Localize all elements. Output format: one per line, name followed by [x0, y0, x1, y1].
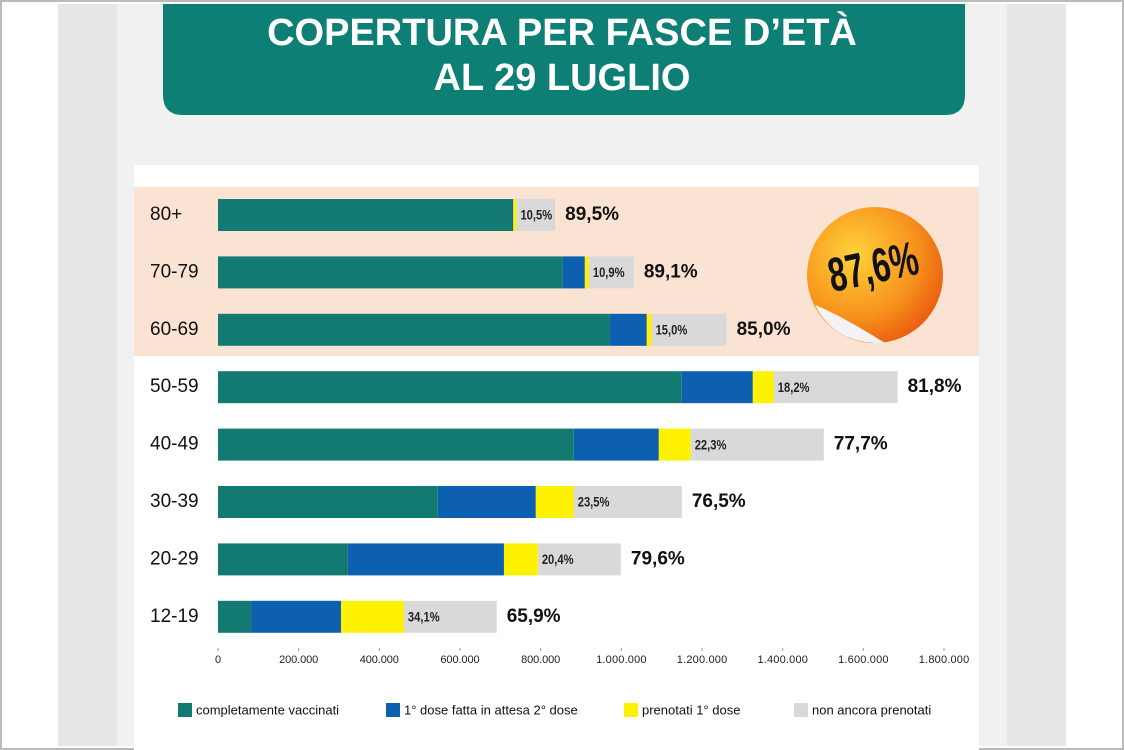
bar-segment — [218, 256, 563, 289]
plot: 0 200.000 400.000 600.000 800.000 1.000.000 1.… — [150, 199, 969, 717]
bar-segment — [690, 428, 824, 461]
coverage-label: 79,6% — [631, 548, 685, 569]
bar-segment — [403, 600, 497, 633]
category-label: 50-59 — [150, 376, 199, 397]
not-booked-label: 10,9% — [593, 265, 625, 280]
bar-segment — [513, 199, 517, 231]
x-tick-label: 1.000.000 — [596, 654, 646, 666]
not-booked-label: 20,4% — [542, 552, 574, 567]
bar-segment — [535, 486, 574, 518]
category-label: 30-39 — [150, 491, 199, 512]
not-booked-label: 22,3% — [695, 437, 727, 452]
coverage-label: 76,5% — [692, 491, 746, 512]
not-booked-label: 23,5% — [578, 495, 610, 510]
title-line: AL 29 LUGLIO — [434, 57, 691, 99]
coverage-label: 89,5% — [565, 204, 619, 225]
legend-swatch — [386, 703, 400, 717]
coverage-label: 85,0% — [737, 319, 791, 340]
legend-label: prenotati 1° dose — [642, 702, 740, 717]
bar-segment — [609, 313, 647, 346]
category-label: 40-49 — [150, 434, 199, 455]
bar-segment — [218, 600, 252, 633]
title-banner — [163, 4, 965, 115]
bar-segment — [218, 313, 610, 346]
not-booked-label: 34,1% — [408, 609, 440, 624]
category-label: 60-69 — [150, 319, 199, 340]
x-tick-label: 800.000 — [521, 654, 560, 666]
x-tick-label: 1.200.000 — [677, 654, 727, 666]
badge-curl — [815, 305, 885, 344]
bar-segment — [218, 371, 682, 404]
legend-label: non ancora prenotati — [812, 702, 931, 717]
coverage-label: 81,8% — [908, 376, 962, 397]
bar-segment — [573, 486, 682, 518]
x-tick-label: 200.000 — [279, 654, 318, 666]
bar-segment — [218, 486, 438, 518]
not-booked-label: 18,2% — [778, 380, 810, 395]
bar-segment — [537, 543, 621, 576]
bar-segment — [651, 313, 727, 346]
legend-swatch — [624, 703, 638, 717]
legend-swatch — [178, 703, 192, 717]
bar-segment — [218, 428, 574, 461]
bar-segment — [588, 256, 634, 289]
x-tick-label: 1.600.000 — [838, 654, 888, 666]
bar-segment — [773, 371, 898, 404]
category-label: 70-79 — [150, 261, 199, 282]
coverage-label: 89,1% — [644, 261, 698, 282]
legend-swatch — [794, 703, 808, 717]
bar-segment — [752, 371, 774, 404]
x-tick-label: 1.800.000 — [919, 654, 969, 666]
bar-segment — [218, 199, 513, 231]
legend-label: 1° dose fatta in attesa 2° dose — [404, 702, 578, 717]
bar-segment — [251, 600, 342, 633]
bar-segment — [646, 313, 652, 346]
title-line: COPERTURA PER FASCE D’ETÀ — [267, 10, 857, 54]
x-tick-label: 600.000 — [440, 654, 479, 666]
bar-segment — [573, 428, 659, 461]
bar-segment — [584, 256, 589, 289]
not-booked-label: 10,5% — [520, 208, 552, 223]
x-tick-label: 400.000 — [360, 654, 399, 666]
bar-segment — [347, 543, 504, 576]
bar-segment — [512, 199, 514, 231]
bar-segment — [341, 600, 404, 633]
bar-segment — [516, 199, 556, 231]
bar-segment — [562, 256, 585, 289]
legend-label: completamente vaccinati — [196, 702, 339, 717]
x-tick-label: 1.400.000 — [757, 654, 807, 666]
badge: 87,6% — [807, 207, 943, 344]
category-label: 80+ — [150, 204, 182, 225]
bar-segment — [437, 486, 536, 518]
x-tick-label: 0 — [215, 654, 221, 666]
not-booked-label: 15,0% — [656, 322, 688, 337]
coverage-label: 77,7% — [834, 434, 888, 455]
bar-segment — [218, 543, 348, 576]
coverage-label: 65,9% — [507, 606, 561, 627]
bar-segment — [658, 428, 691, 461]
bar-segment — [503, 543, 538, 576]
badge-circle — [807, 207, 943, 343]
category-label: 20-29 — [150, 548, 199, 569]
category-label: 12-19 — [150, 606, 199, 627]
bar-segment — [681, 371, 753, 404]
